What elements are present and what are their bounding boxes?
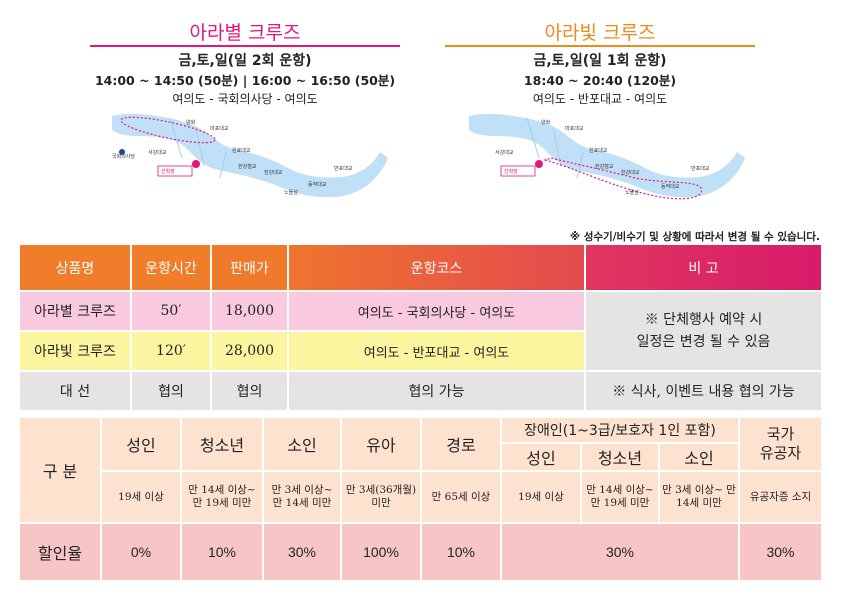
merit-name-line2: 유공자 [759, 444, 802, 462]
rate-child: 30% [264, 524, 340, 580]
right-course: 여의도 - 반포대교 - 여의도 [532, 92, 668, 106]
right-schedule-times: 18:40 ~ 20:40 (120분) [523, 73, 677, 88]
row1-price: 18,000 [212, 292, 287, 330]
remark-line2: 일정은 변경 될 수 있음 [636, 334, 771, 350]
rate-disabled: 30% [502, 524, 738, 580]
row2-time: 120′ [132, 332, 210, 370]
svg-text:노들섬: 노들섬 [284, 189, 298, 196]
header-price: 판매가 [212, 245, 287, 290]
left-route-map: 양화 마포대교 원효대교 한강철교 한강대교 노들섬 동작대교 반포대교 국회의… [112, 113, 388, 198]
disabled-adult-age: 19세 이상 [502, 472, 580, 522]
left-cruise-title: 아라별 크루즈 [189, 22, 301, 44]
rate-youth: 10% [182, 524, 262, 580]
left-title-rule [90, 45, 400, 47]
svg-text:원효대교: 원효대교 [232, 147, 251, 154]
row3-course: 협의 가능 [289, 372, 584, 410]
left-course: 여의도 - 국회의사당 - 여의도 [172, 92, 318, 106]
svg-text:마포대교: 마포대교 [565, 125, 584, 132]
col-infant-name: 유아 [342, 418, 420, 470]
rate-senior: 10% [422, 524, 500, 580]
svg-text:한강철교: 한강철교 [595, 163, 614, 170]
col-merit-name: 국가 유공자 [740, 418, 821, 470]
right-title-rule [445, 45, 755, 47]
header-product: 상품명 [20, 245, 130, 290]
right-cruise-title: 아라빛 크루즈 [544, 22, 656, 44]
col-senior-age: 만 65세 이상 [422, 472, 500, 522]
left-schedule-times: 14:00 ~ 14:50 (50분) | 16:00 ~ 16:50 (50분… [94, 73, 396, 88]
col-child-age: 만 3세 이상~ 만 14세 미만 [264, 472, 340, 522]
season-notice: ※ 성수기/비수기 및 상황에 따라서 변경 될 수 있습니다. [569, 231, 820, 243]
right-schedule-days: 금,토,일(일 1회 운항) [533, 53, 667, 69]
left-schedule-days: 금,토,일(일 2회 운항) [178, 53, 312, 69]
disabled-child-name: 소인 [660, 444, 738, 470]
rate-infant: 100% [342, 524, 420, 580]
disabled-adult-name: 성인 [502, 444, 580, 470]
remark-meal-event: ※ 식사, 이벤트 내용 협의 가능 [586, 372, 821, 410]
rate-merit: 30% [740, 524, 821, 580]
disabled-group-label: 장애인(1~3급/보호자 1인 포함) [502, 418, 738, 442]
row2-price: 28,000 [212, 332, 287, 370]
svg-text:반포대교: 반포대교 [334, 165, 353, 172]
svg-text:노들섬: 노들섬 [625, 189, 639, 196]
svg-text:한강대교: 한강대교 [621, 169, 640, 176]
col-senior-name: 경로 [422, 418, 500, 470]
right-route-map: 양화 마포대교 원효대교 한강철교 한강대교 노들섬 동작대교 반포대교 서강대… [469, 113, 745, 200]
header-remark: 비 고 [586, 245, 821, 290]
remark-group-booking: ※ 단체행사 예약 시 일정은 변경 될 수 있음 [586, 292, 821, 370]
svg-text:서강대교: 서강대교 [495, 149, 514, 156]
remark-line1: ※ 단체행사 예약 시 [644, 312, 763, 328]
disabled-child-age: 만 3세 이상~ 만 14세 미만 [660, 472, 738, 522]
svg-text:한강대교: 한강대교 [264, 169, 283, 176]
col-adult-age: 19세 이상 [102, 472, 180, 522]
disabled-youth-age: 만 14세 이상~ 만 19세 미만 [582, 472, 658, 522]
svg-text:마포대교: 마포대교 [210, 125, 229, 132]
svg-text:원효대교: 원효대교 [589, 147, 608, 154]
svg-text:반포대교: 반포대교 [691, 165, 710, 172]
svg-text:동작대교: 동작대교 [661, 183, 680, 190]
header-duration: 운항시간 [132, 245, 210, 290]
svg-text:양화: 양화 [541, 119, 551, 126]
merit-age: 유공자증 소지 [740, 472, 821, 522]
svg-text:한강철교: 한강철교 [238, 163, 257, 170]
svg-text:선착장: 선착장 [161, 168, 175, 175]
row2-name: 아라빛 크루즈 [20, 332, 130, 370]
header-course: 운항코스 [289, 245, 584, 290]
col-child-name: 소인 [264, 418, 340, 470]
row3-time: 협의 [132, 372, 210, 410]
row2-course: 여의도 - 반포대교 - 여의도 [289, 332, 584, 370]
merit-name-line1: 국가 [766, 425, 795, 443]
category-label: 구 분 [20, 418, 100, 522]
row3-name: 대 선 [20, 372, 130, 410]
col-adult-name: 성인 [102, 418, 180, 470]
svg-text:국회의사당: 국회의사당 [112, 153, 135, 160]
disabled-youth-name: 청소년 [582, 444, 658, 470]
row3-price: 협의 [212, 372, 287, 410]
svg-text:동작대교: 동작대교 [308, 181, 327, 188]
svg-text:서강대교: 서강대교 [148, 149, 167, 156]
svg-text:선착장: 선착장 [504, 168, 518, 175]
col-infant-age: 만 3세(36개월) 미만 [342, 472, 420, 522]
col-youth-name: 청소년 [182, 418, 262, 470]
row1-course: 여의도 - 국회의사당 - 여의도 [289, 292, 584, 330]
row1-name: 아라별 크루즈 [20, 292, 130, 330]
rate-adult: 0% [102, 524, 180, 580]
col-youth-age: 만 14세 이상~ 만 19세 미만 [182, 472, 262, 522]
svg-text:양화: 양화 [186, 119, 196, 126]
discount-rate-label: 할인율 [20, 524, 100, 580]
row1-time: 50′ [132, 292, 210, 330]
